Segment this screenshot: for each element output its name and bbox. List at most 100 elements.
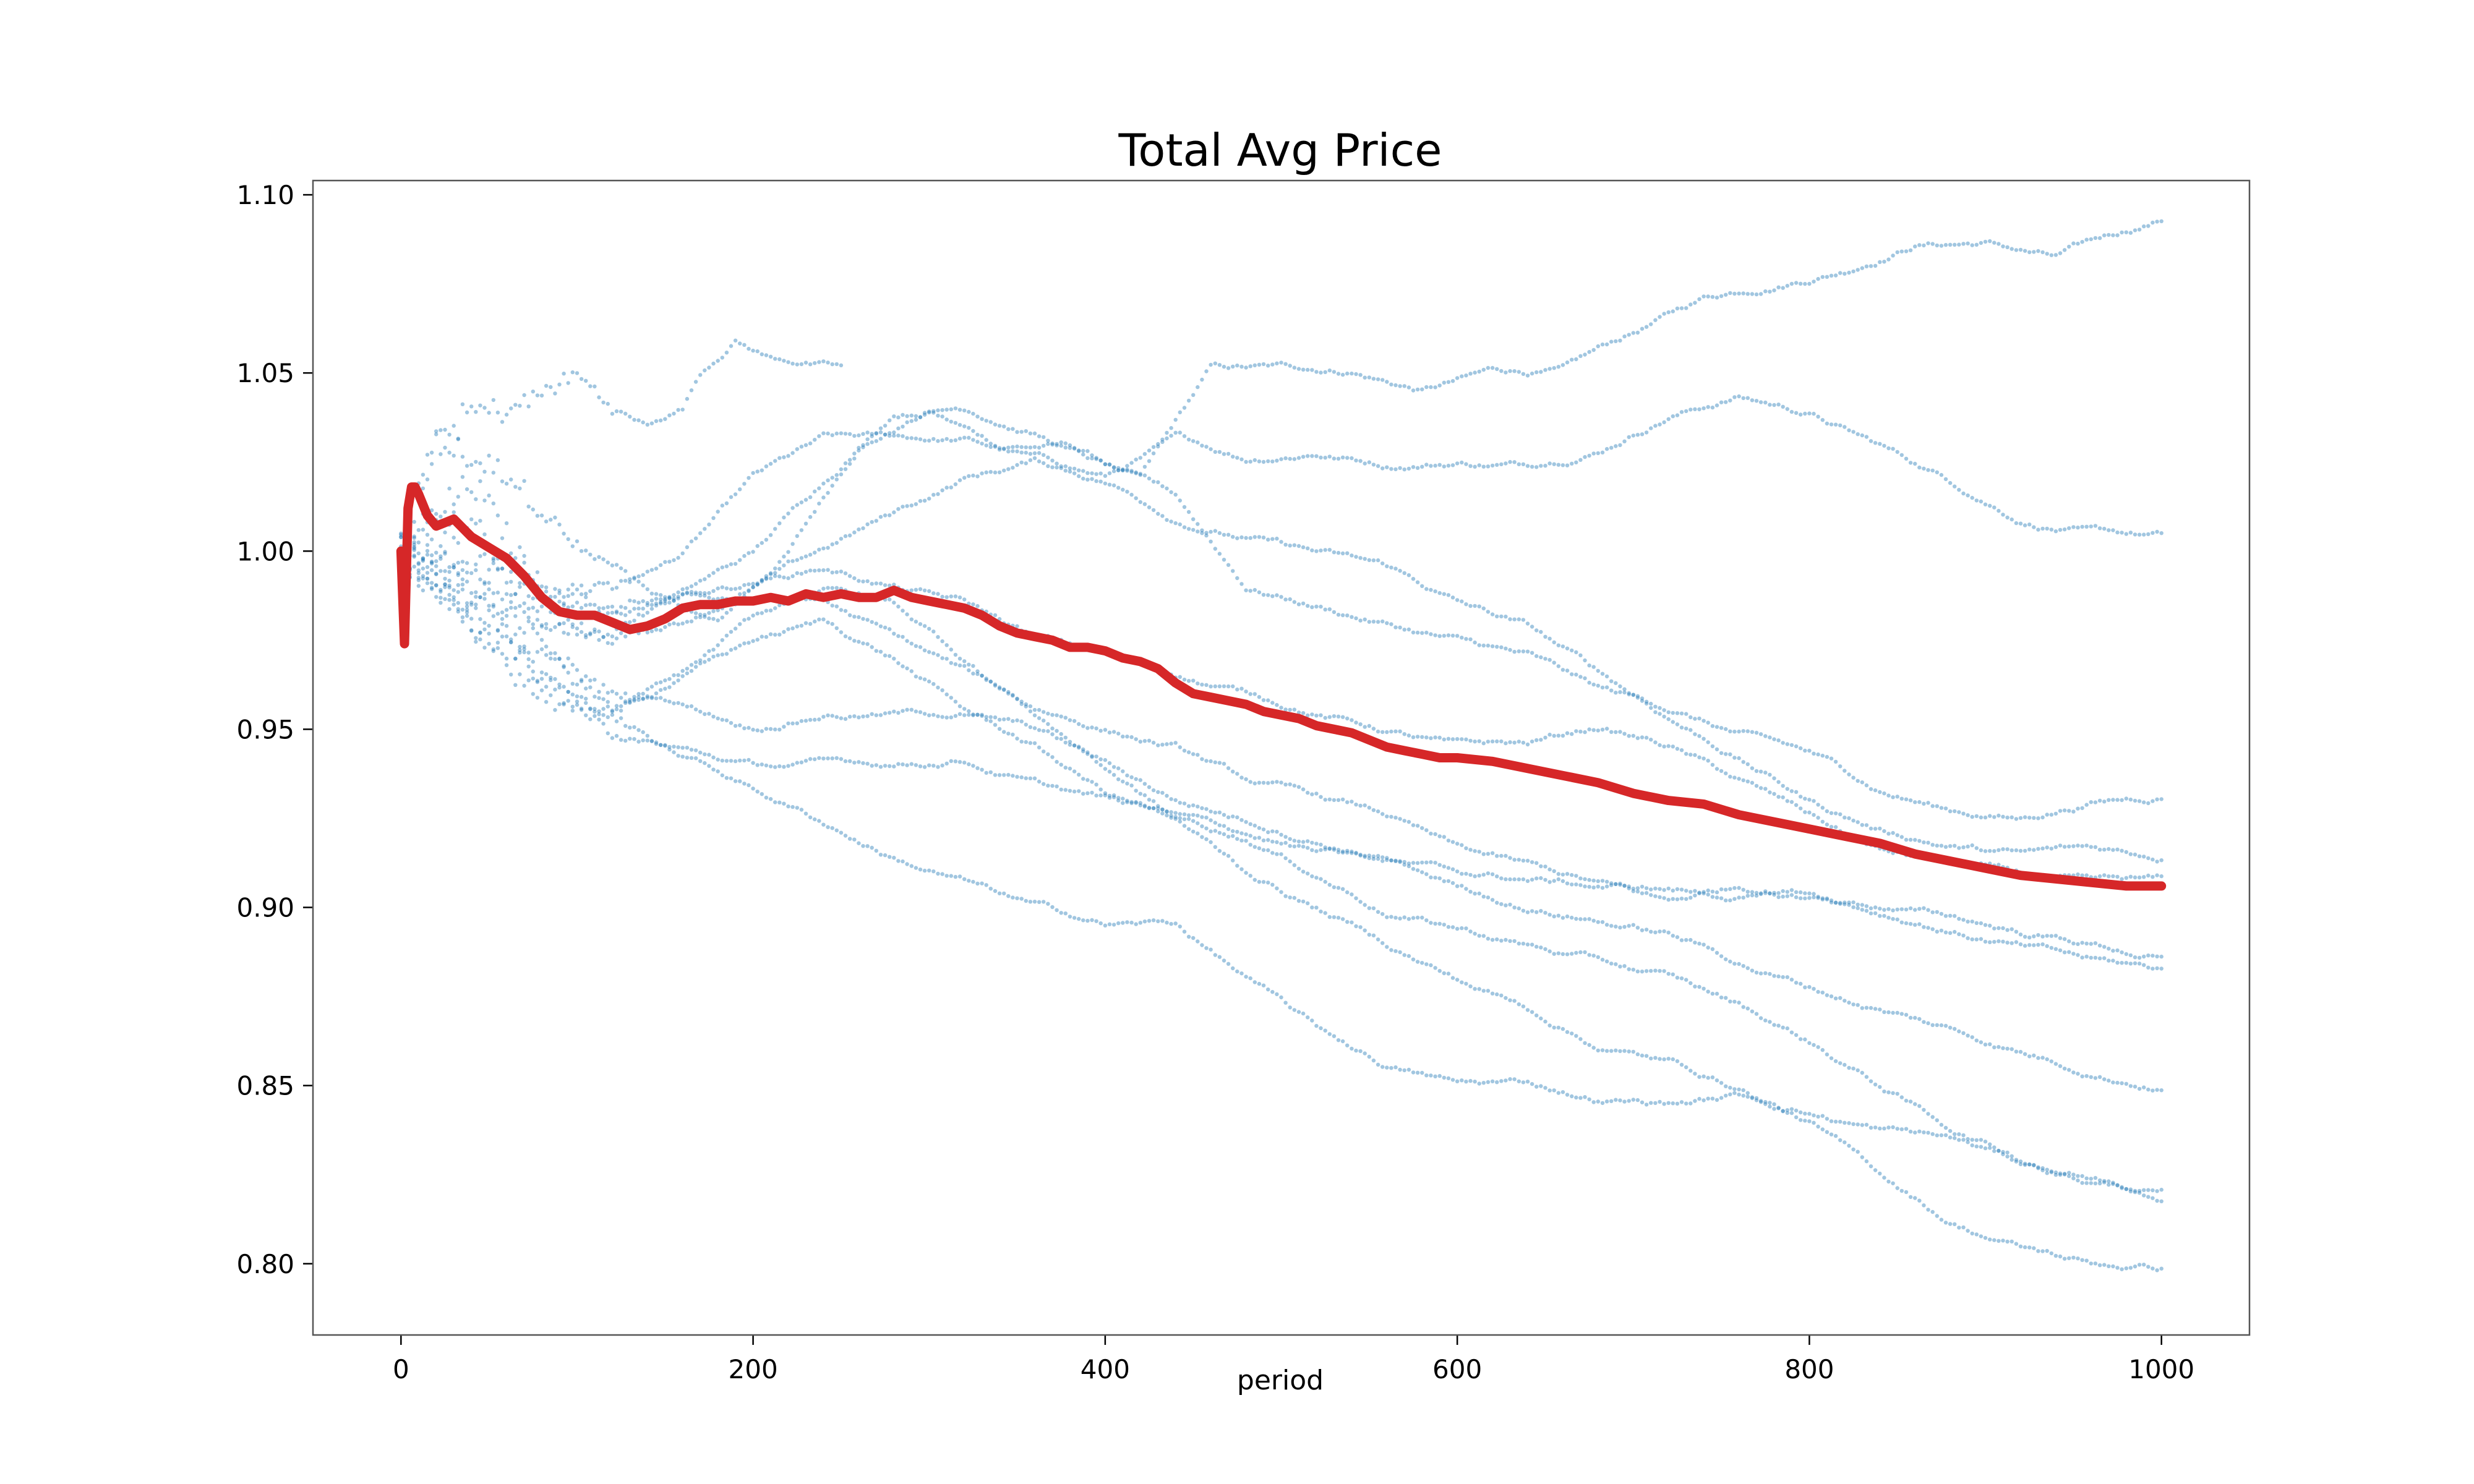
run-point	[2071, 241, 2076, 245]
run-point	[632, 576, 636, 581]
run-point	[1200, 443, 1204, 448]
run-point	[1270, 362, 1275, 367]
run-point	[1481, 741, 1486, 746]
run-series-7	[399, 540, 2164, 971]
run-point	[1758, 400, 1763, 404]
run-point	[1812, 279, 1816, 284]
run-point	[1983, 939, 1988, 944]
run-point	[2089, 1075, 2093, 1080]
run-point	[1833, 996, 1838, 1000]
run-point	[1539, 909, 1543, 913]
run-point	[1504, 370, 1508, 375]
run-point	[1591, 665, 1596, 669]
run-point	[1345, 800, 1350, 804]
run-point	[1332, 456, 1337, 461]
run-point	[1160, 791, 1165, 795]
run-point	[975, 881, 980, 886]
run-point	[518, 672, 522, 676]
run-point	[1354, 851, 1358, 856]
run-point	[1389, 1066, 1393, 1070]
run-point	[1772, 1107, 1776, 1111]
run-point	[1415, 861, 1420, 865]
run-point	[1772, 1023, 1776, 1027]
run-point	[544, 653, 549, 657]
run-point	[2010, 1154, 2014, 1159]
run-point	[549, 675, 553, 680]
run-point	[1728, 1085, 1732, 1090]
run-point	[1275, 458, 1279, 463]
run-point	[813, 619, 817, 624]
run-point	[1156, 919, 1160, 924]
run-point	[1226, 835, 1231, 839]
run-point	[1032, 451, 1037, 456]
run-point	[2049, 1059, 2053, 1064]
run-point	[1504, 646, 1508, 651]
run-point	[918, 499, 923, 503]
run-point	[1406, 953, 1411, 958]
run-point	[1856, 1122, 1860, 1127]
run-point	[997, 773, 1002, 777]
run-point	[518, 545, 522, 550]
run-point	[1275, 361, 1279, 365]
run-point	[1886, 1010, 1891, 1015]
run-point	[782, 629, 786, 634]
run-point	[1050, 783, 1055, 788]
run-point	[2049, 812, 2053, 817]
run-point	[659, 688, 663, 693]
run-point	[2159, 1088, 2164, 1093]
run-point	[747, 589, 751, 594]
run-point	[1913, 461, 1917, 466]
run-point	[464, 604, 469, 608]
run-point	[1600, 885, 1605, 890]
run-point	[2146, 532, 2151, 537]
run-point	[949, 419, 954, 424]
run-point	[1679, 1062, 1684, 1067]
run-point	[1301, 845, 1306, 849]
run-point	[1490, 991, 1495, 996]
run-point	[852, 530, 857, 535]
run-point	[1917, 1104, 1922, 1108]
run-point	[799, 760, 804, 765]
run-point	[826, 490, 830, 495]
run-point	[834, 431, 839, 436]
run-point	[892, 709, 896, 714]
run-point	[1750, 1096, 1755, 1101]
run-point	[1785, 1108, 1789, 1112]
run-point	[1794, 890, 1799, 895]
run-point	[593, 707, 597, 711]
run-point	[659, 628, 663, 633]
run-point	[861, 432, 865, 436]
run-point	[2010, 848, 2014, 853]
run-point	[549, 656, 553, 661]
run-point	[1011, 774, 1015, 778]
run-point	[1789, 1030, 1794, 1034]
run-point	[566, 699, 570, 703]
run-point	[2111, 949, 2115, 953]
run-point	[1239, 971, 1244, 976]
run-point	[1825, 896, 1830, 901]
run-point	[1785, 799, 1789, 803]
run-point	[1706, 945, 1710, 950]
run-point	[1988, 1042, 1992, 1047]
run-point	[680, 621, 685, 626]
run-point	[892, 430, 896, 435]
run-point	[1490, 365, 1495, 370]
run-point	[1024, 704, 1029, 709]
run-point	[1182, 824, 1187, 828]
run-point	[1552, 869, 1556, 874]
run-point	[1046, 455, 1050, 459]
run-point	[1843, 1140, 1847, 1145]
run-point	[1719, 769, 1724, 774]
run-point	[1547, 732, 1552, 737]
run-point	[2067, 939, 2071, 944]
run-point	[1653, 704, 1658, 709]
run-point	[1899, 1012, 1904, 1016]
run-point	[478, 479, 482, 484]
run-point	[429, 586, 434, 590]
run-point	[1701, 891, 1706, 896]
run-point	[839, 608, 844, 612]
run-point	[1424, 735, 1429, 740]
run-point	[874, 581, 879, 586]
run-point	[957, 760, 962, 764]
run-point	[2120, 961, 2124, 965]
